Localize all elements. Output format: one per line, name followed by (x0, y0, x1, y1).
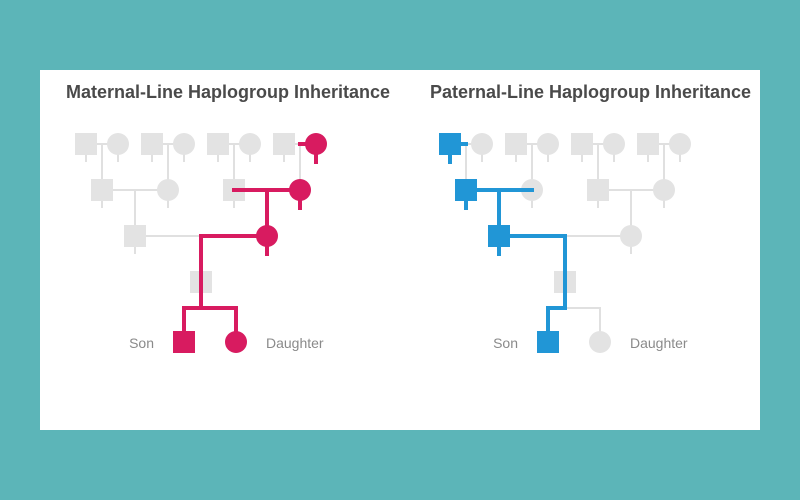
panel-title: Paternal-Line Haplogroup Inheritance (430, 82, 751, 102)
panel-title: Maternal-Line Haplogroup Inheritance (66, 82, 390, 102)
son-label: Son (493, 335, 518, 351)
son-label: Son (129, 335, 154, 351)
daughter-label: Daughter (630, 335, 688, 351)
daughter-label: Daughter (266, 335, 324, 351)
inheritance-diagram: Maternal-Line Haplogroup Inheritance Son D… (40, 70, 760, 430)
diagram-card: Maternal-Line Haplogroup Inheritance Son D… (40, 70, 760, 430)
page-background: Maternal-Line Haplogroup Inheritance Son D… (0, 0, 800, 500)
inheritance-path (184, 144, 316, 342)
